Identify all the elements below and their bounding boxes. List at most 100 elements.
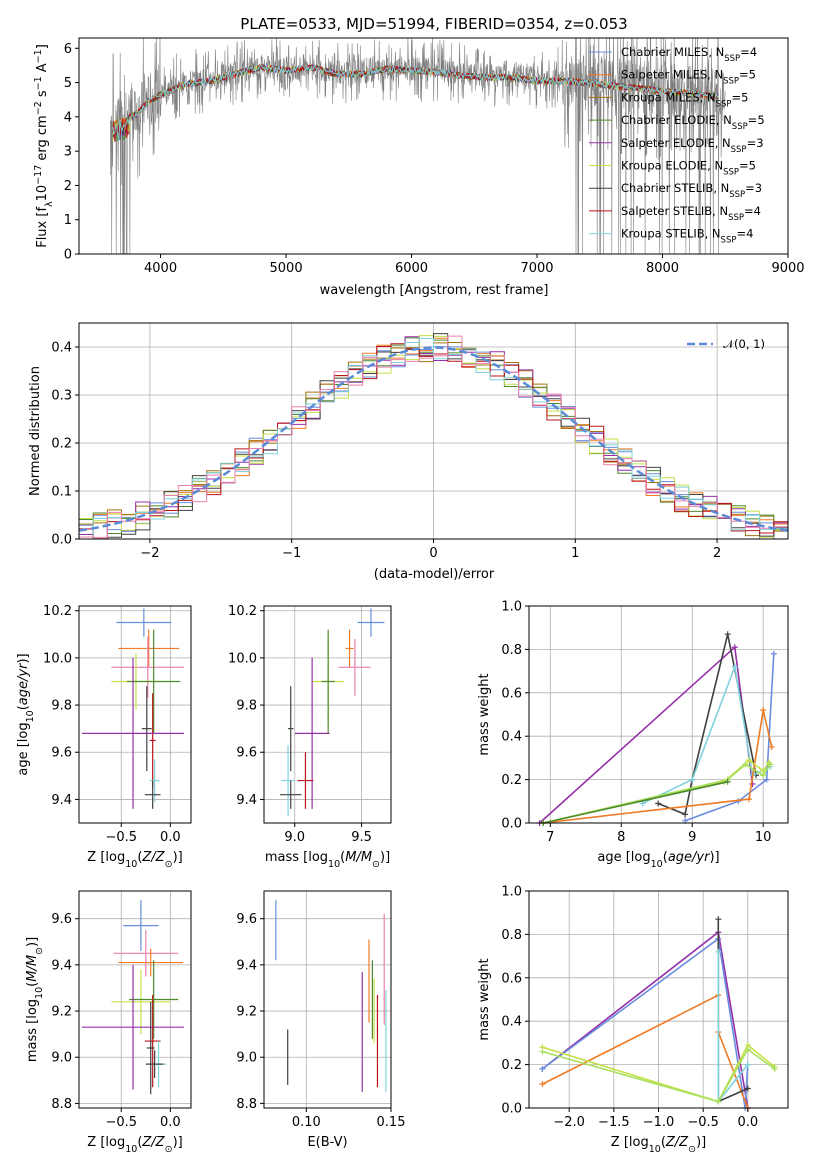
x-tick-label: −0.5 — [687, 1115, 719, 1130]
label-part: E(B-V) — [307, 1135, 347, 1150]
label-part: ⊙ — [34, 947, 45, 955]
label-part: −1 — [33, 49, 44, 63]
panel-spectrum: 4000 5000 6000 7000 8000 9000 0 1 2 3 4 5 6 Chabrier … — [33, 37, 805, 298]
observed-spectrum — [110, 38, 726, 254]
label-part: )] — [16, 653, 31, 663]
weight-line — [543, 763, 771, 824]
y-tick-label: 0.8 — [501, 643, 522, 658]
label-part: ⊙ — [165, 859, 173, 870]
figure-title: PLATE=0533, MJD=51994, FIBERID=0354, z=0… — [240, 15, 627, 33]
x-axis-label: wavelength [Angstrom, rest frame] — [320, 283, 549, 298]
model-spectrum — [112, 64, 719, 141]
y-tick-label: 10.0 — [43, 651, 72, 666]
label-part: age/yr — [16, 662, 31, 705]
y-tick-label: 0.2 — [501, 1058, 522, 1073]
legend-entry: Kroupa MILES, NSSP=5 — [621, 90, 748, 109]
y-tick-label: 0.6 — [501, 686, 522, 701]
y-tick-label: 9.4 — [51, 958, 72, 973]
y-tick-label: 8.8 — [236, 1097, 257, 1112]
y-axis-label: Flux [fλ10−17 erg cm−2 s−1 A−1] — [33, 44, 55, 248]
weight-marker — [731, 663, 738, 670]
weight-marker — [742, 761, 749, 768]
label-part: )] — [380, 850, 390, 865]
grid-lines — [529, 605, 788, 824]
label-part: Flux [f — [35, 207, 50, 248]
grid-lines — [79, 606, 191, 823]
axes-frame — [263, 605, 392, 824]
label-part: λ — [44, 201, 55, 207]
x-tick-label: 9 — [688, 830, 696, 845]
y-axis-label: Normed distribution — [28, 366, 43, 496]
y-tick-label: 9.8 — [236, 699, 257, 714]
legend-value: =5 — [731, 90, 748, 104]
weight-marker — [744, 1061, 751, 1068]
legend-value: =4 — [736, 227, 753, 241]
x-axis-label: age [log10(age/yr)] — [597, 850, 719, 870]
panel-mass-vs-Z: −0.5 0.08.89.09.29.49.6Z [log10(Z/Z⊙)]mas… — [25, 890, 192, 1155]
x-axis-label: Z [log10(Z/Z⊙)] — [87, 850, 182, 870]
legend-entry: Chabrier MILES, NSSP=4 — [621, 45, 757, 64]
y-tick-label: 10.0 — [228, 651, 257, 666]
y-tick-label: 9.6 — [236, 912, 257, 927]
legend-sub: SSP — [728, 213, 744, 223]
x-tick-label: −0.5 — [105, 830, 137, 845]
legend-sub: SSP — [721, 236, 737, 246]
x-tick-label: 0.0 — [160, 830, 181, 845]
panel-mass-vs-ebv: 0.10 0.15 8.8 9.0 9.2 9.4 9.6 E(B-V) — [236, 890, 405, 1150]
x-axis-label: Z [log10(Z/Z⊙)] — [87, 1135, 182, 1155]
label-part: 10 — [328, 859, 340, 870]
weight-line — [543, 710, 773, 824]
legend-value: =5 — [739, 68, 756, 82]
label-part: Z [log — [87, 1135, 125, 1150]
legend-name: Kroupa STELIB, N — [621, 227, 721, 241]
label-part: 10 — [34, 987, 45, 999]
y-tick-label: 0.4 — [51, 341, 72, 356]
weight-line — [657, 634, 757, 816]
label-part: Z/Z — [665, 1135, 689, 1150]
label-part: )] — [709, 850, 719, 865]
label-part: 10 — [25, 710, 36, 722]
label-part: age [log — [597, 850, 650, 865]
weight-marker — [655, 800, 662, 807]
spectrum-lines — [110, 38, 726, 254]
x-tick-label: 4000 — [144, 261, 177, 276]
label-part: 10 — [125, 1144, 137, 1155]
legend-value: =5 — [748, 113, 765, 127]
legend-entry: Chabrier ELODIE, NSSP=5 — [621, 113, 765, 132]
x-tick-label: −2.0 — [553, 1115, 585, 1130]
x-tick-label: 6000 — [395, 261, 428, 276]
legend-sub: SSP — [731, 145, 747, 155]
x-tick-label: −1 — [282, 546, 301, 561]
legend-value: =5 — [739, 159, 756, 173]
legend-name: Chabrier ELODIE, N — [621, 113, 732, 127]
plot-area — [81, 608, 185, 809]
legend-name: Chabrier MILES, N — [621, 45, 724, 59]
label-part: )] — [25, 937, 40, 947]
label-part: 10 — [125, 859, 137, 870]
legend-name: Kroupa MILES, N — [621, 90, 716, 104]
label-part: −2 — [33, 101, 44, 115]
panel-age-vs-Z: −0.5 0.09.49.69.810.010.2Z [log10(Z/Z⊙)]a… — [16, 604, 192, 870]
weight-line — [542, 1043, 776, 1103]
y-tick-label: 9.4 — [236, 793, 257, 808]
x-tick-label: 10 — [755, 830, 772, 845]
y-tick-label: 0 — [64, 248, 72, 263]
legend-sub: SSP — [723, 168, 739, 178]
panel-weight-vs-Z: −2.0 −1.5 −1.0 −0.5 0.0 0.0 0.2 0.4 0.6 0.8 1.0 Z [… — [477, 885, 789, 1155]
legend-entry: Kroupa ELODIE, NSSP=5 — [621, 159, 756, 178]
weight-line — [543, 781, 728, 824]
x-tick-label: 0.0 — [737, 1115, 758, 1130]
label-part: ( — [25, 982, 40, 987]
label-part: ⊙ — [165, 1144, 173, 1155]
legend-entry: Salpeter ELODIE, NSSP=3 — [621, 136, 764, 155]
plot-area — [536, 631, 777, 826]
label-part: −17 — [33, 165, 44, 185]
y-tick-label: 3 — [64, 145, 72, 160]
x-tick-label: 9.5 — [351, 830, 372, 845]
label-part: ⊙ — [688, 1144, 696, 1155]
axes-frame — [78, 37, 789, 255]
grid-lines — [529, 890, 788, 1109]
weight-marker — [539, 1065, 546, 1072]
weight-marker — [744, 1085, 751, 1092]
x-tick-label: −0.5 — [105, 1115, 137, 1130]
